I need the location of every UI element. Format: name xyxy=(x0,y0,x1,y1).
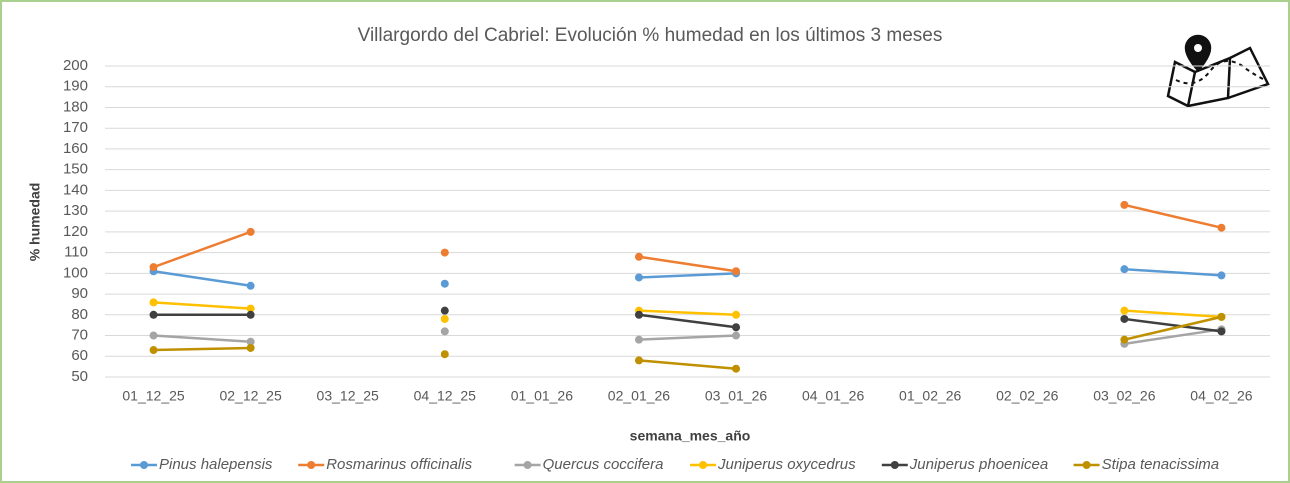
series-line xyxy=(153,267,1222,288)
y-tick-label: 130 xyxy=(63,202,88,219)
data-point xyxy=(1217,223,1226,232)
data-point xyxy=(1120,306,1129,315)
data-point xyxy=(1217,271,1226,280)
x-tick-label: 03_12_25 xyxy=(317,388,380,404)
y-tick-label: 110 xyxy=(64,244,88,261)
y-axis-label: % humedad xyxy=(27,183,43,262)
series-line xyxy=(153,203,1222,273)
y-tick-label: 70 xyxy=(71,327,88,344)
data-point xyxy=(634,252,643,261)
y-tick-label: 160 xyxy=(63,140,88,157)
data-point xyxy=(1120,265,1129,274)
legend-label: Pinus halepensis xyxy=(159,456,273,473)
legend-label: Rosmarinus officinalis xyxy=(326,456,472,473)
y-tick-label: 170 xyxy=(63,119,88,136)
data-point xyxy=(246,281,255,290)
data-point xyxy=(149,263,158,272)
x-axis-label: semana_mes_año xyxy=(630,428,751,444)
series-line xyxy=(153,313,1222,333)
data-point xyxy=(440,314,449,323)
y-tick-label: 50 xyxy=(71,368,88,385)
series-line xyxy=(153,301,1222,319)
data-point xyxy=(634,273,643,282)
data-point xyxy=(440,350,449,359)
legend-label: Juniperus phoenicea xyxy=(909,456,1048,473)
y-tick-label: 180 xyxy=(63,98,88,115)
x-tick-label: 02_01_26 xyxy=(608,388,671,404)
data-point xyxy=(732,267,741,276)
y-tick-label: 100 xyxy=(63,264,88,281)
x-tick-label: 04_12_25 xyxy=(414,388,477,404)
data-point xyxy=(634,310,643,319)
data-point xyxy=(149,346,158,355)
data-point xyxy=(634,356,643,365)
legend-label: Stipa tenacissima xyxy=(1102,456,1220,473)
data-point xyxy=(440,327,449,336)
legend-label: Quercus coccifera xyxy=(543,456,664,473)
series-line xyxy=(153,315,1222,370)
x-tick-label: 04_01_26 xyxy=(802,388,865,404)
legend-label: Juniperus oxycedrus xyxy=(717,456,856,473)
x-tick-label: 01_12_25 xyxy=(122,388,185,404)
data-point xyxy=(1217,312,1226,321)
x-tick-label: 02_12_25 xyxy=(219,388,282,404)
data-point xyxy=(1120,314,1129,323)
data-point xyxy=(246,304,255,313)
legend-marker xyxy=(699,461,707,469)
x-tick-label: 04_02_26 xyxy=(1190,388,1253,404)
legend-marker xyxy=(307,461,316,469)
data-point xyxy=(1217,327,1226,336)
data-point xyxy=(732,323,741,332)
y-tick-label: 140 xyxy=(63,181,88,198)
y-tick-label: 120 xyxy=(63,223,88,240)
y-tick-label: 200 xyxy=(63,57,88,74)
data-point xyxy=(1120,200,1129,209)
data-point xyxy=(732,364,741,373)
series-line xyxy=(153,328,1222,346)
data-point xyxy=(246,310,255,319)
data-point xyxy=(440,306,449,315)
data-point xyxy=(149,298,158,307)
legend-marker xyxy=(523,461,532,469)
x-tick-label: 01_01_26 xyxy=(511,388,574,404)
y-tick-label: 60 xyxy=(71,347,88,364)
chart-title: Villargordo del Cabriel: Evolución % hum… xyxy=(358,25,943,46)
data-point xyxy=(732,331,741,340)
data-point xyxy=(149,310,158,319)
data-point xyxy=(440,279,449,288)
y-tick-label: 150 xyxy=(63,161,88,178)
data-point xyxy=(246,343,255,352)
legend-marker xyxy=(1082,461,1091,469)
legend-marker xyxy=(890,461,899,469)
data-point xyxy=(1120,335,1129,344)
data-point xyxy=(149,331,158,340)
data-point xyxy=(246,227,255,236)
x-tick-label: 03_01_26 xyxy=(705,388,768,404)
y-tick-label: 80 xyxy=(71,306,88,323)
legend-marker xyxy=(140,461,148,469)
y-tick-label: 90 xyxy=(71,285,88,302)
data-point xyxy=(440,248,449,257)
x-tick-label: 02_02_26 xyxy=(996,388,1059,404)
data-point xyxy=(732,310,741,319)
y-tick-label: 190 xyxy=(63,78,88,95)
data-point xyxy=(634,335,643,344)
x-tick-label: 01_02_26 xyxy=(899,388,962,404)
data-point xyxy=(246,337,255,346)
x-tick-label: 03_02_26 xyxy=(1093,388,1156,404)
